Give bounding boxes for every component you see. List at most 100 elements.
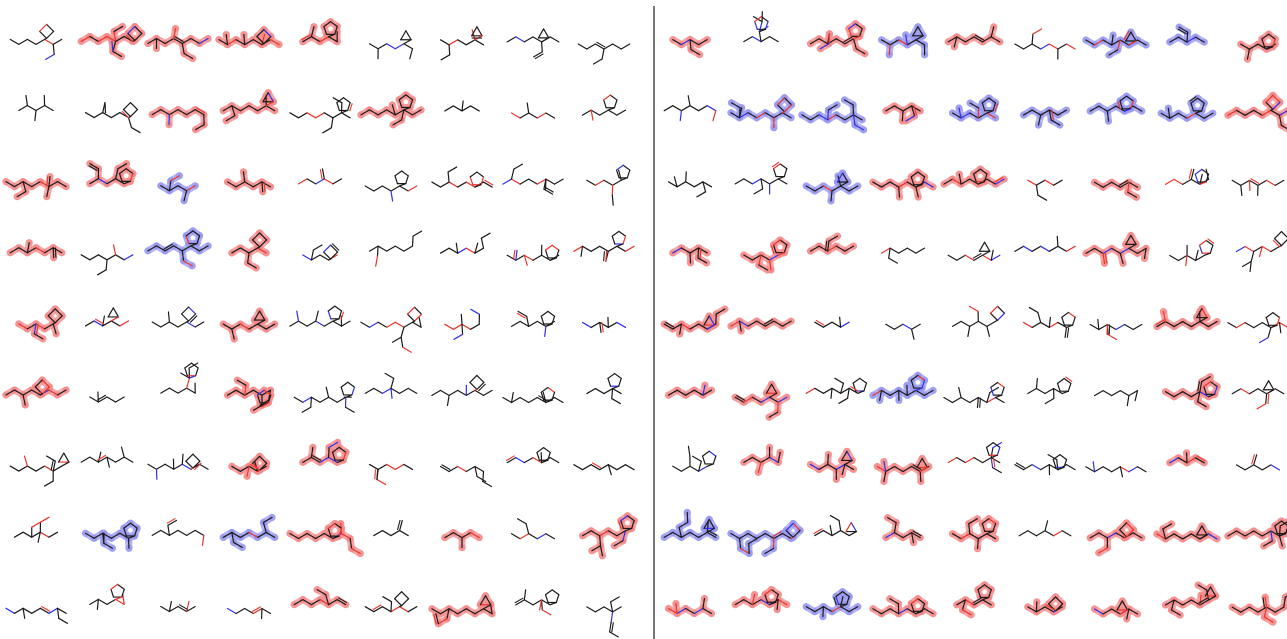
left-molecule-r7-c1 (9, 452, 70, 487)
left-molecule-r7-c5 (299, 438, 350, 466)
left-molecule-r2-c8 (510, 102, 556, 119)
right-molecule-r3-c8 (1164, 168, 1210, 185)
right-molecule-r9-c8 (1161, 581, 1220, 619)
left-molecule-r2-c5 (289, 97, 353, 134)
left-molecule-r9-c7 (428, 592, 496, 628)
right-molecule-r8-c3 (813, 514, 857, 537)
right-molecule-r4-c1 (669, 244, 711, 267)
left-molecule-r1-c6 (368, 30, 414, 60)
right-molecule-r1-c3 (806, 20, 869, 58)
left-molecule-r3-c3 (157, 172, 199, 205)
left-molecule-r9-c1 (5, 605, 68, 624)
left-molecule-r2-c6 (357, 91, 425, 129)
left-molecule-r8-c2 (81, 519, 141, 552)
left-molecule-r4-c9 (573, 230, 635, 262)
left-molecule-r6-c9 (586, 372, 622, 405)
right-molecule-r6-c8 (1161, 373, 1221, 411)
right-molecule-r6-c5 (943, 381, 1005, 409)
right-molecule-r6-c3 (805, 377, 868, 404)
left-molecule-r7-c3 (147, 453, 209, 480)
right-molecule-r4-c5 (947, 241, 1001, 261)
right-molecule-r4-c2 (740, 236, 791, 274)
right-molecule-r5-c7 (1089, 318, 1143, 341)
left-molecule-r8-c9 (578, 512, 638, 560)
left-molecule-r3-c9 (586, 164, 631, 206)
right-molecule-r6-c9 (1231, 380, 1285, 410)
left-molecule-r8-c1 (13, 516, 59, 543)
left-molecule-r1-c9 (577, 41, 631, 65)
left-molecule-r4-c8 (506, 244, 560, 266)
left-molecule-r4-c3 (144, 227, 212, 270)
left-molecule-r7-c8 (505, 447, 560, 464)
right-molecule-r1-c5 (944, 23, 1004, 51)
right-molecule-r3-c3 (802, 169, 862, 205)
right-molecule-r5-c5 (951, 305, 1006, 337)
left-molecule-r3-c8 (502, 163, 564, 195)
left-molecule-r4-c6 (368, 230, 423, 267)
left-molecule-r3-c7 (431, 166, 494, 188)
left-molecule-r6-c3 (160, 362, 199, 394)
left-molecule-r8-c8 (510, 518, 556, 540)
left-molecule-r6-c4 (223, 376, 275, 414)
right-molecule-r3-c7 (1090, 178, 1142, 201)
left-molecule-r8-c3 (151, 517, 205, 546)
right-molecule-r3-c6 (1027, 179, 1063, 201)
right-molecule-r7-c9 (1235, 454, 1281, 471)
left-molecule-r3-c6 (364, 170, 418, 202)
left-molecule-r7-c9 (573, 462, 635, 476)
left-molecule-r4-c5 (302, 243, 340, 261)
left-molecule-r5-c9 (581, 316, 627, 334)
left-molecule-r7-c2 (80, 446, 134, 468)
left-molecule-r3-c4 (223, 168, 275, 196)
left-molecule-r6-c6 (364, 372, 418, 399)
left-molecule-r6-c1 (2, 376, 70, 409)
right-molecule-r5-c3 (814, 316, 850, 328)
right-molecule-r3-c2 (734, 161, 788, 195)
right-molecule-r9-c1 (664, 594, 716, 618)
right-molecule-r8-c5 (948, 515, 1000, 553)
right-molecule-r2-c1 (663, 95, 717, 122)
right-molecule-r4-c6 (1014, 235, 1076, 252)
left-molecule-r7-c6 (368, 463, 414, 486)
right-molecule-r7-c4 (873, 454, 933, 486)
left-molecule-r2-c2 (84, 101, 141, 134)
right-molecule-r9-c5 (953, 581, 995, 619)
left-molecule-r1-c1 (9, 23, 63, 60)
right-molecule-r6-c6 (1027, 376, 1073, 405)
right-molecule-r6-c7 (1093, 390, 1139, 407)
left-molecule-r9-c4 (226, 606, 272, 620)
left-molecule-r6-c2 (89, 391, 125, 403)
left-molecule-r8-c7 (441, 529, 483, 552)
left-molecule-r6-c5 (293, 381, 356, 413)
right-molecule-r4-c3 (806, 232, 858, 255)
left-molecule-r4-c7 (439, 232, 491, 254)
right-molecule-r8-c7 (1086, 519, 1146, 557)
right-molecule-r9-c3 (802, 588, 862, 621)
left-molecule-r4-c2 (80, 244, 134, 276)
left-molecule-r1-c5 (299, 18, 341, 46)
right-molecule-r8-c1 (660, 508, 720, 542)
left-molecule-r3-c1 (2, 173, 70, 201)
left-molecule-r9-c3 (160, 600, 196, 613)
right-molecule-r2-c2 (727, 94, 796, 132)
left-molecule-r7-c4 (228, 452, 271, 480)
left-molecule-r2-c3 (148, 106, 208, 134)
right-molecule-r2-c4 (882, 102, 924, 125)
left-molecule-r9-c2 (89, 583, 125, 610)
left-molecule-r3-c2 (86, 160, 137, 188)
left-molecule-r2-c9 (581, 94, 627, 121)
right-molecule-r3-c9 (1231, 178, 1285, 197)
right-molecule-r5-c8 (1153, 304, 1221, 331)
right-molecule-r5-c6 (1022, 306, 1076, 339)
right-molecule-r9-c9 (1228, 592, 1287, 626)
right-molecule-r5-c2 (727, 317, 795, 335)
right-molecule-r7-c3 (806, 447, 858, 484)
left-molecule-r5-c1 (15, 305, 66, 343)
right-molecule-r9-c6 (1024, 593, 1067, 616)
right-molecule-r7-c7 (1085, 461, 1147, 478)
right-molecule-r8-c4 (882, 514, 924, 547)
left-molecule-r9-c8 (514, 589, 560, 616)
left-molecule-r5-c4 (219, 307, 279, 343)
left-molecule-r2-c7 (444, 100, 480, 112)
